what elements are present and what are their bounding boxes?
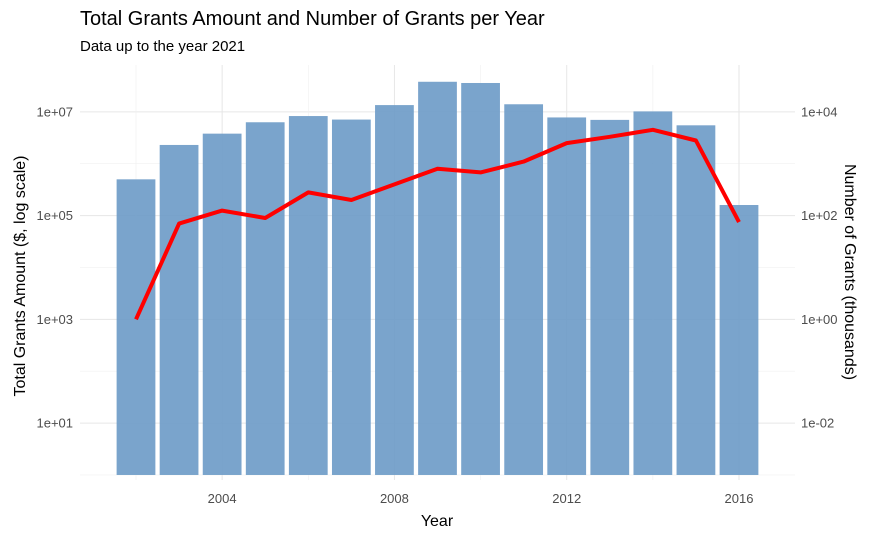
x-tick-label: 2012 bbox=[552, 491, 581, 506]
y-tick-label: 1e+07 bbox=[36, 104, 73, 119]
y2-tick-label: 1e-02 bbox=[801, 416, 834, 431]
x-tick-label: 2008 bbox=[380, 491, 409, 506]
bar-2007 bbox=[331, 119, 371, 475]
y2-tick-label: 1e+04 bbox=[801, 104, 838, 119]
bar-2002 bbox=[116, 179, 156, 475]
y-tick-label: 1e+03 bbox=[36, 312, 73, 327]
y2-tick-label: 1e+02 bbox=[801, 208, 838, 223]
chart-subtitle: Data up to the year 2021 bbox=[80, 38, 246, 55]
y-tick-label: 1e+05 bbox=[36, 208, 73, 223]
bar-2009 bbox=[418, 81, 457, 475]
bar-2003 bbox=[159, 144, 199, 475]
bar-2004 bbox=[202, 133, 242, 475]
bar-2012 bbox=[547, 117, 587, 475]
bar-2016 bbox=[719, 205, 759, 475]
bars-group bbox=[116, 81, 759, 475]
x-tick-label: 2004 bbox=[208, 491, 237, 506]
x-axis-ticks: 2004 2008 2012 2016 bbox=[208, 491, 754, 506]
bar-2015 bbox=[676, 125, 716, 475]
y-axis-ticks: 1e+01 1e+03 1e+05 1e+07 bbox=[36, 104, 73, 430]
line-group bbox=[134, 127, 741, 321]
bar-2006 bbox=[288, 116, 328, 475]
bar-2013 bbox=[590, 119, 630, 475]
y-axis-title: Total Grants Amount ($, log scale) bbox=[12, 156, 29, 397]
bar-2008 bbox=[375, 105, 414, 475]
x-axis-title: Year bbox=[421, 513, 454, 530]
bar-2010 bbox=[461, 82, 500, 475]
bar-2005 bbox=[245, 122, 285, 475]
x-tick-label: 2016 bbox=[725, 491, 754, 506]
bar-2014 bbox=[633, 111, 673, 475]
grants-count-line bbox=[134, 127, 741, 321]
chart-title: Total Grants Amount and Number of Grants… bbox=[80, 8, 545, 30]
y-tick-label: 1e+01 bbox=[36, 416, 73, 431]
y2-axis-title: Number of Grants (thousands) bbox=[841, 164, 858, 380]
y2-tick-label: 1e+00 bbox=[801, 312, 838, 327]
y2-axis-ticks: 1e-02 1e+00 1e+02 1e+04 bbox=[801, 104, 838, 430]
